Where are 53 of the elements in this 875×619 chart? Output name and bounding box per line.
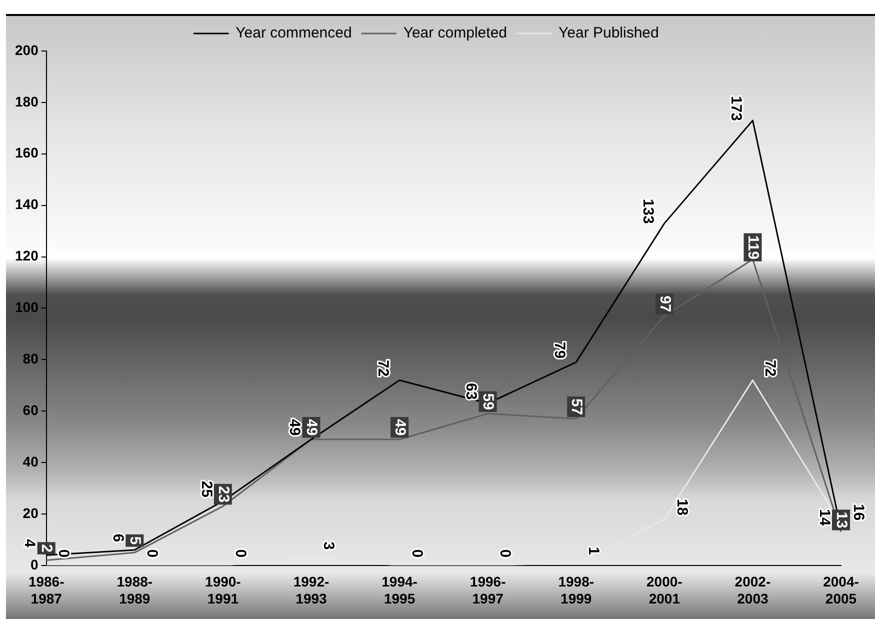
- data-label: 6: [110, 534, 127, 542]
- data-label: 0: [496, 549, 514, 558]
- data-label: 14: [816, 509, 833, 526]
- data-label: 119: [744, 235, 762, 260]
- x-tick-label: 2004- 2005: [823, 574, 860, 606]
- x-tick-label: 1990- 1991: [205, 574, 242, 606]
- legend-label: Year commenced: [236, 24, 352, 42]
- data-label: 57: [568, 398, 585, 416]
- data-label: 0: [408, 549, 426, 558]
- data-label: 13: [832, 512, 850, 528]
- data-label: 2: [38, 544, 56, 552]
- y-tick-label: 200: [15, 42, 39, 58]
- data-label: 49: [303, 419, 320, 436]
- x-tick-label: 1998- 1999: [558, 574, 594, 606]
- data-label: 0: [144, 549, 161, 558]
- x-tick-label: 2000- 2001: [646, 574, 683, 606]
- data-label: 18: [673, 498, 690, 516]
- y-tick-label: 60: [22, 402, 39, 418]
- data-label: 72: [374, 360, 392, 377]
- data-label: 5: [126, 536, 144, 545]
- x-tick-label: 1988- 1989: [116, 574, 153, 606]
- y-tick-label: 40: [22, 453, 39, 470]
- y-tick-label: 120: [15, 248, 39, 264]
- data-label: 23: [214, 486, 232, 503]
- data-label: 4: [21, 538, 38, 548]
- y-tick-label: 0: [30, 556, 39, 572]
- data-label: 49: [286, 419, 304, 436]
- data-label: 133: [639, 198, 656, 224]
- y-tick-label: 160: [15, 144, 39, 161]
- data-label: 0: [232, 549, 249, 558]
- x-tick-label: 1996- 1997: [470, 574, 506, 606]
- y-tick-label: 180: [15, 93, 39, 110]
- legend-label: Year completed: [403, 24, 508, 42]
- legend-label: Year Published: [558, 24, 659, 42]
- data-label: 59: [480, 393, 497, 410]
- data-label: 173: [728, 96, 745, 121]
- y-tick-label: 80: [22, 350, 39, 366]
- x-tick-label: 1994- 1995: [382, 574, 418, 606]
- data-label: 1: [584, 546, 602, 555]
- data-label: 0: [55, 549, 72, 558]
- x-tick-label: 1992- 1993: [293, 574, 330, 606]
- data-label: 72: [762, 360, 779, 377]
- data-label: 3: [320, 542, 338, 550]
- y-tick-label: 20: [22, 504, 39, 521]
- data-label: 16: [850, 504, 867, 521]
- y-tick-label: 100: [15, 299, 39, 316]
- data-label: 97: [656, 296, 674, 312]
- x-tick-label: 1986- 1987: [28, 574, 65, 606]
- y-tick-label: 140: [15, 196, 39, 212]
- data-label: 25: [198, 480, 215, 498]
- data-label: 79: [550, 342, 568, 359]
- data-label: 49: [391, 419, 408, 436]
- x-tick-label: 2002- 2003: [734, 574, 771, 606]
